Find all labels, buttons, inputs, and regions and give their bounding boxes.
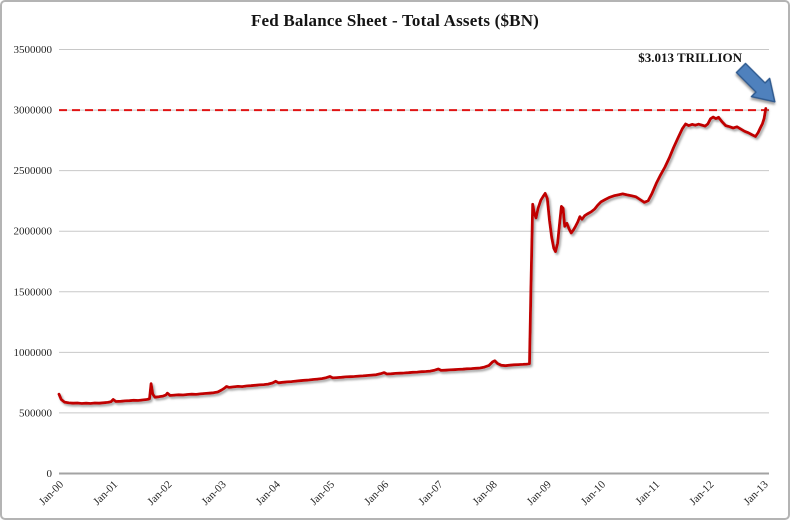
x-tick-label: Jan-05	[308, 478, 338, 508]
y-tick-label: 2000000	[14, 226, 53, 238]
chart-title: Fed Balance Sheet - Total Assets ($BN)	[250, 11, 540, 30]
annotation-arrow-icon	[735, 62, 776, 103]
annotation-label: $3.013 TRILLION	[638, 50, 742, 65]
x-tick-label: Jan-12	[687, 479, 716, 508]
y-tick-label: 1000000	[14, 347, 53, 359]
x-tick-label: Jan-11	[633, 479, 662, 508]
y-tick-label: 3000000	[14, 105, 53, 117]
x-tick-label: Jan-13	[741, 478, 771, 508]
x-tick-label: Jan-02	[145, 479, 174, 508]
y-tick-label: 0	[47, 468, 53, 480]
y-tick-label: 1500000	[14, 286, 53, 298]
x-tick-label: Jan-04	[254, 478, 284, 508]
x-tick-label: Jan-06	[362, 478, 392, 508]
y-tick-label: 3500000	[14, 44, 53, 56]
y-tick-label: 500000	[19, 407, 53, 419]
x-tick-label: Jan-10	[579, 478, 609, 508]
x-tick-label: Jan-01	[91, 479, 120, 508]
y-tick-label: 2500000	[14, 165, 53, 177]
x-tick-label: Jan-03	[199, 478, 229, 508]
x-tick-label: Jan-08	[470, 478, 500, 508]
x-tick-label: Jan-07	[416, 478, 446, 508]
x-tick-label: Jan-09	[525, 478, 555, 508]
series-line	[57, 107, 768, 405]
x-tick-label: Jan-00	[37, 478, 67, 508]
